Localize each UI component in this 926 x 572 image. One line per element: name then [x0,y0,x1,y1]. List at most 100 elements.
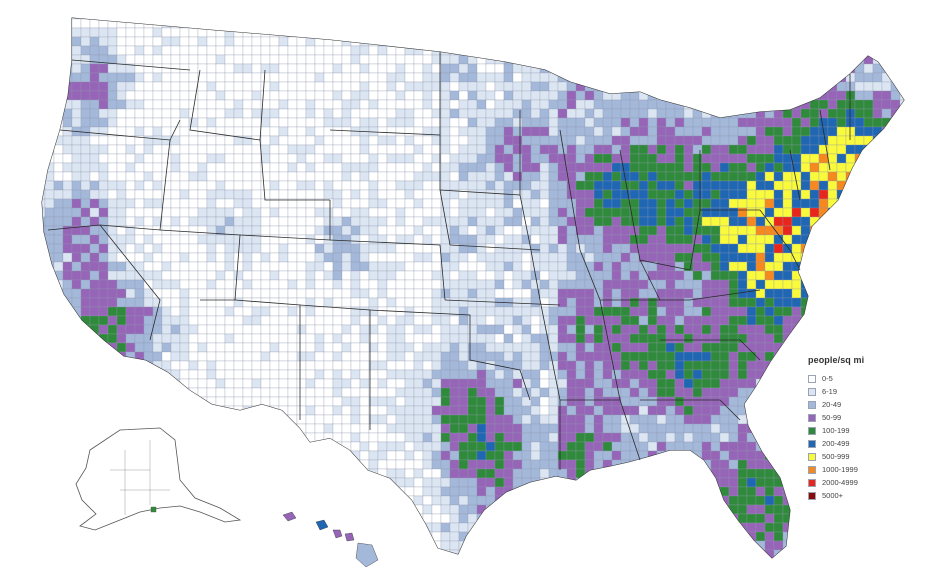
county-cell [269,378,280,389]
county-cell [224,207,235,218]
county-cell [845,288,856,299]
county-cell [791,72,802,83]
county-cell [125,144,136,155]
county-cell [377,198,388,209]
county-cell [584,414,595,425]
county-cell [413,297,424,308]
county-cell [539,432,550,443]
county-cell [800,297,811,308]
county-cell [206,342,217,353]
county-cell [485,450,496,461]
county-cell [413,135,424,146]
county-cell [755,189,766,200]
county-cell [458,459,469,470]
county-cell [233,108,244,119]
county-cell [728,396,739,407]
county-cell [449,81,460,92]
county-cell [521,459,532,470]
county-cell [314,117,325,128]
county-cell [512,171,523,182]
county-cell [611,423,622,434]
county-cell [386,351,397,362]
county-cell [791,90,802,101]
county-cell [197,162,208,173]
county-cell [134,72,145,83]
county-cell [692,36,703,47]
county-cell [197,45,208,56]
county-cell [71,135,82,146]
county-cell [467,423,478,434]
county-cell [170,243,181,254]
county-cell [296,243,307,254]
county-cell [395,216,406,227]
county-cell [377,306,388,317]
county-cell [665,369,676,380]
county-cell [242,297,253,308]
county-cell [134,405,145,416]
county-cell [485,108,496,119]
county-cell [701,405,712,416]
county-cell [440,18,451,20]
county-cell [665,360,676,371]
county-cell [674,369,685,380]
county-cell [701,351,712,362]
county-cell [683,423,694,434]
county-cell [359,360,370,371]
county-cell [512,90,523,101]
county-cell [359,99,370,110]
county-cell [125,270,136,281]
county-cell [854,72,865,83]
county-cell [71,270,82,281]
county-cell [197,36,208,47]
county-cell [116,81,127,92]
county-cell [737,459,748,470]
county-cell [593,450,604,461]
county-cell [314,18,325,20]
county-cell [494,432,505,443]
county-cell [206,243,217,254]
county-cell [386,279,397,290]
county-cell [854,54,865,65]
county-cell [80,234,91,245]
county-cell [278,405,289,416]
county-cell [134,36,145,47]
county-cell [791,333,802,344]
county-cell [656,153,667,164]
county-cell [224,36,235,47]
county-cell [485,252,496,263]
county-cell [458,405,469,416]
county-cell [836,18,847,20]
county-cell [584,171,595,182]
county-cell [593,387,604,398]
county-cell [386,396,397,407]
county-cell [566,36,577,47]
county-cell [44,378,55,389]
county-cell [332,72,343,83]
county-cell [215,423,226,434]
county-cell [62,252,73,263]
county-cell [323,180,334,191]
county-cell [575,306,586,317]
county-cell [458,360,469,371]
county-cell [125,36,136,47]
county-cell [404,162,415,173]
county-cell [260,243,271,254]
county-cell [89,243,100,254]
county-cell [143,297,154,308]
county-cell [647,72,658,83]
county-cell [305,27,316,38]
county-cell [251,324,262,335]
county-cell [791,387,802,398]
county-cell [269,180,280,191]
county-cell [341,63,352,74]
county-cell [278,234,289,245]
county-cell [656,315,667,326]
county-cell [872,198,883,209]
county-cell [854,81,865,92]
county-cell [593,261,604,272]
county-cell [557,45,568,56]
county-cell [422,315,433,326]
county-cell [503,126,514,137]
county-cell [539,450,550,461]
county-cell [827,270,838,281]
